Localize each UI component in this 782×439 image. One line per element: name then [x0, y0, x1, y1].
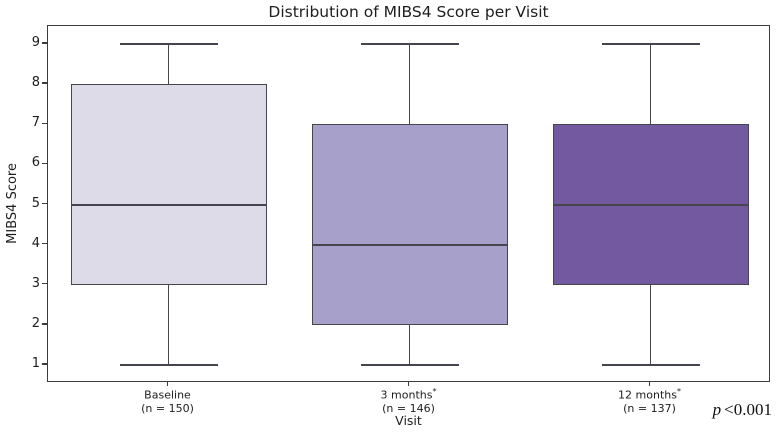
y-tick-mark: [42, 283, 47, 285]
x-tick-mark: [166, 382, 169, 386]
y-tick-label: 6: [31, 155, 40, 171]
y-tick-mark: [42, 122, 47, 124]
category-n: (n = 146): [382, 402, 435, 416]
y-tick-label: 2: [31, 315, 40, 331]
chart-title: Distribution of MIBS4 Score per Visit: [268, 3, 549, 21]
y-tick-mark: [42, 42, 47, 44]
whisker-cap-lower: [360, 364, 459, 366]
whisker-lower: [408, 324, 411, 365]
median-line: [311, 243, 508, 246]
whisker-cap-lower: [601, 364, 700, 366]
p-value-text: <0.001: [724, 400, 772, 419]
x-category-label: Baseline (n = 150): [78, 387, 258, 416]
whisker-cap-upper: [119, 43, 218, 45]
y-tick-label: 7: [31, 115, 40, 131]
whisker-upper: [408, 44, 411, 125]
y-tick-mark: [42, 82, 47, 84]
plot-area: [47, 25, 770, 382]
whisker-upper: [649, 44, 652, 125]
x-axis-label: Visit: [395, 413, 422, 428]
box-2: [311, 124, 508, 325]
y-tick-mark: [42, 323, 47, 325]
box-1: [70, 84, 267, 285]
category-name: 12 months: [618, 388, 677, 402]
y-tick-mark: [42, 162, 47, 165]
x-category-label: 3 months* (n = 146): [319, 387, 499, 416]
category-asterisk: *: [432, 387, 437, 396]
y-tick-label: 4: [31, 235, 40, 251]
x-category-label: 12 months* (n = 137): [560, 387, 740, 416]
category-name-line: 3 months*: [319, 387, 499, 402]
y-tick-mark: [42, 242, 47, 245]
y-tick-label: 5: [31, 195, 40, 211]
whisker-lower: [167, 284, 170, 365]
x-tick-mark: [407, 382, 410, 386]
whisker-lower: [649, 284, 652, 365]
category-n: (n = 137): [623, 402, 676, 416]
category-name: 3 months: [380, 388, 433, 402]
category-name-line: Baseline: [78, 387, 258, 402]
whisker-cap-upper: [360, 43, 459, 45]
category-asterisk: *: [676, 387, 681, 396]
category-n: (n = 150): [141, 402, 194, 416]
p-symbol: p: [712, 400, 722, 419]
whisker-cap-upper: [601, 43, 700, 45]
category-name: Baseline: [144, 388, 191, 402]
y-tick-label: 1: [31, 355, 40, 371]
y-tick-label: 8: [31, 75, 40, 91]
median-line: [70, 203, 267, 206]
median-line: [552, 203, 749, 206]
y-tick-label: 9: [31, 35, 40, 51]
y-tick-label: 3: [31, 275, 40, 291]
y-tick-mark: [42, 202, 47, 205]
whisker-cap-lower: [119, 364, 218, 366]
whisker-upper: [167, 44, 170, 85]
y-tick-mark: [42, 363, 47, 365]
p-value-annotation: p <0.001: [713, 400, 772, 420]
category-name-line: 12 months*: [560, 387, 740, 402]
x-tick-mark: [648, 382, 651, 386]
